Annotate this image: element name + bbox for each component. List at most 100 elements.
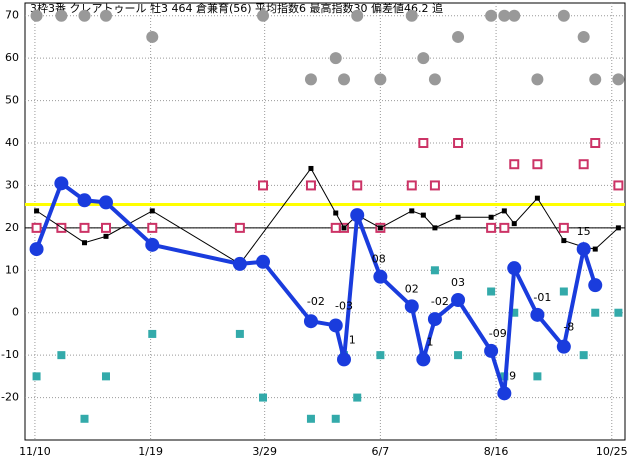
blue-point bbox=[29, 242, 44, 257]
y-tick-label: -10 bbox=[1, 348, 19, 361]
blue-point bbox=[328, 318, 343, 333]
gray-point bbox=[485, 9, 498, 22]
gray-point bbox=[55, 9, 68, 22]
black-point bbox=[341, 225, 347, 231]
black-point bbox=[420, 212, 426, 218]
teal-point bbox=[591, 308, 600, 317]
gray-point bbox=[557, 9, 570, 22]
red-point bbox=[31, 222, 42, 233]
red-point bbox=[258, 180, 269, 191]
gray-point bbox=[612, 73, 625, 86]
red-point bbox=[590, 138, 601, 149]
blue-point bbox=[404, 299, 419, 314]
black-point bbox=[561, 238, 567, 244]
annotation: 9 bbox=[509, 369, 516, 382]
teal-point bbox=[57, 351, 66, 360]
red-point bbox=[532, 159, 543, 170]
blue-point bbox=[303, 314, 318, 329]
black-point bbox=[377, 225, 383, 231]
teal-point bbox=[32, 372, 41, 381]
annotation: -02 bbox=[431, 295, 449, 308]
annotation: 15 bbox=[577, 225, 591, 238]
red-point bbox=[100, 222, 111, 233]
blue-point bbox=[98, 195, 113, 210]
blue-point bbox=[232, 256, 247, 271]
black-point bbox=[488, 214, 494, 220]
teal-point bbox=[148, 329, 157, 338]
red-point bbox=[499, 222, 510, 233]
blue-point bbox=[484, 343, 499, 358]
chart-title: 3枠3番 クレアトゥール 牡3 464 倉兼育(56) 平均指数6 最高指数30… bbox=[30, 1, 443, 15]
red-point bbox=[453, 138, 464, 149]
y-tick-label: -20 bbox=[1, 391, 19, 404]
red-point bbox=[613, 180, 624, 191]
blue-point bbox=[350, 208, 365, 223]
red-point bbox=[578, 159, 589, 170]
teal-point bbox=[80, 414, 89, 423]
black-point bbox=[432, 225, 438, 231]
red-point bbox=[352, 180, 363, 191]
y-tick-label: 20 bbox=[5, 221, 19, 234]
black-point bbox=[149, 208, 155, 214]
blue-point bbox=[77, 193, 92, 208]
y-tick-label: 30 bbox=[5, 178, 19, 191]
gray-point bbox=[428, 73, 441, 86]
blue-point bbox=[54, 176, 69, 191]
black-point bbox=[34, 208, 40, 214]
y-tick-label: 60 bbox=[5, 51, 19, 64]
red-point bbox=[234, 222, 245, 233]
y-tick-label: 0 bbox=[12, 306, 19, 319]
gray-point bbox=[531, 73, 544, 86]
blue-point bbox=[497, 386, 512, 401]
gray-point bbox=[304, 73, 317, 86]
annotation: -09 bbox=[489, 327, 507, 340]
gray-point bbox=[30, 9, 43, 22]
black-point bbox=[592, 246, 598, 252]
blue-point bbox=[507, 261, 522, 276]
gray-point bbox=[452, 30, 465, 43]
black-point bbox=[534, 195, 540, 201]
gray-point bbox=[405, 9, 418, 22]
blue-point bbox=[556, 339, 571, 354]
teal-point bbox=[454, 351, 463, 360]
black-point bbox=[409, 208, 415, 214]
blue-point bbox=[256, 254, 271, 269]
red-point bbox=[79, 222, 90, 233]
y-tick-label: 40 bbox=[5, 136, 19, 149]
teal-point bbox=[559, 287, 568, 296]
teal-point bbox=[331, 414, 340, 423]
gray-point bbox=[351, 9, 364, 22]
teal-point bbox=[101, 372, 110, 381]
annotation: 03 bbox=[451, 276, 465, 289]
teal-point bbox=[614, 308, 623, 317]
red-point bbox=[486, 222, 497, 233]
teal-point bbox=[487, 287, 496, 296]
gray-point bbox=[508, 9, 521, 22]
red-point bbox=[147, 222, 158, 233]
gray-point bbox=[78, 9, 91, 22]
blue-point bbox=[530, 307, 545, 322]
annotation: -03 bbox=[335, 299, 353, 312]
blue-point bbox=[416, 352, 431, 367]
annotation: -8 bbox=[563, 321, 574, 334]
x-tick-label: 11/10 bbox=[19, 445, 51, 458]
gray-point bbox=[99, 9, 112, 22]
blue-point bbox=[373, 269, 388, 284]
black-point bbox=[511, 221, 517, 227]
black-point bbox=[82, 240, 88, 246]
teal-point bbox=[235, 329, 244, 338]
teal-point bbox=[353, 393, 362, 402]
x-tick-label: 6/7 bbox=[372, 445, 390, 458]
y-tick-label: 10 bbox=[5, 263, 19, 276]
blue-point bbox=[451, 292, 466, 307]
annotation: -02 bbox=[307, 295, 325, 308]
black-point bbox=[501, 208, 507, 214]
black-point bbox=[333, 210, 339, 216]
red-point bbox=[330, 222, 341, 233]
teal-point bbox=[579, 351, 588, 360]
gray-point bbox=[577, 30, 590, 43]
gray-point bbox=[146, 30, 159, 43]
blue-point bbox=[576, 242, 591, 257]
red-point bbox=[509, 159, 520, 170]
teal-point bbox=[376, 351, 385, 360]
